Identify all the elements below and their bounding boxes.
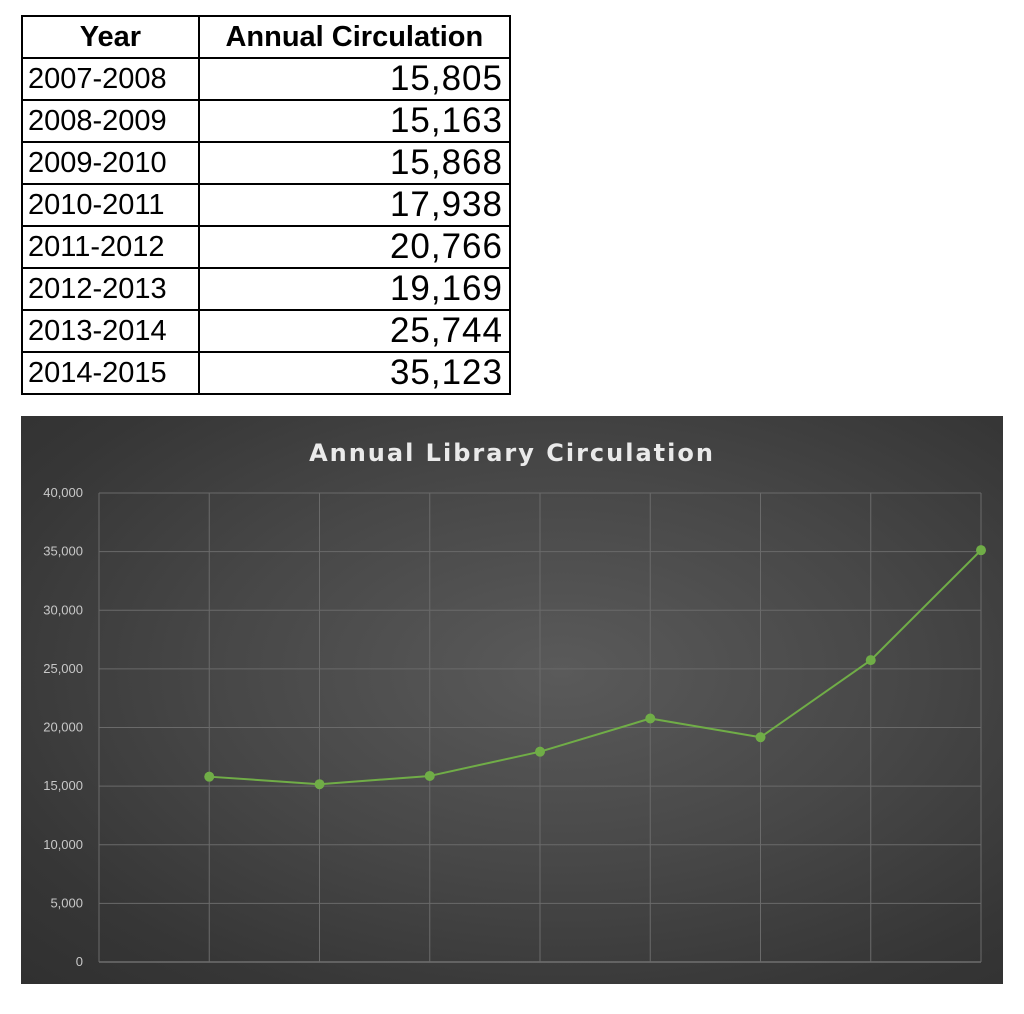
year-cell: 2011-2012 [21,225,200,269]
y-axis-tick-labels: 0 5,000 10,000 15,000 20,000 25,000 30,000 35,0… [43,485,83,969]
circulation-table: Year Annual Circulation 2007-2008 15,805… [21,15,512,395]
year-cell: 2013-2014 [21,309,200,353]
year-cell: 2008-2009 [21,99,200,143]
table-row: 2007-2008 15,805 [21,57,512,101]
y-tick-label: 15,000 [43,778,83,793]
y-tick-label: 0 [76,954,83,969]
gridlines [98,492,982,963]
table-row: 2011-2012 20,766 [21,225,512,269]
table-row: 2012-2013 19,169 [21,267,512,311]
series-line [209,549,982,786]
circulation-cell: 15,868 [197,141,512,185]
y-tick-label: 25,000 [43,661,83,676]
year-cell: 2014-2015 [21,351,200,395]
year-cell: 2012-2013 [21,267,200,311]
y-tick-label: 5,000 [50,895,83,910]
y-tick-label: 10,000 [43,837,83,852]
y-tick-label: 40,000 [43,485,83,500]
y-tick-label: 35,000 [43,544,83,559]
line-chart: Annual Library Circulation 0 5,000 10,000 1… [21,416,1003,984]
data-point [755,732,766,743]
data-point [645,713,656,724]
circulation-cell: 20,766 [197,225,512,269]
column-header-year: Year [21,15,200,59]
circulation-cell: 19,169 [197,267,512,311]
y-tick-label: 20,000 [43,720,83,735]
series-line-group [209,549,982,786]
chart-canvas: Annual Library Circulation 0 5,000 10,000 1… [43,439,986,969]
data-point [424,770,435,781]
table-row: 2008-2009 15,163 [21,99,512,143]
y-tick-label: 30,000 [43,602,83,617]
table-header-row: Year Annual Circulation [21,15,512,59]
circulation-cell: 15,163 [197,99,512,143]
data-point-markers [204,545,986,790]
table-row: 2010-2011 17,938 [21,183,512,227]
data-point [204,771,215,782]
table-row: 2014-2015 35,123 [21,351,512,395]
circulation-cell: 35,123 [197,351,512,395]
data-point [314,779,325,790]
column-header-annual-circulation: Annual Circulation [197,15,512,59]
data-point [535,746,545,757]
year-cell: 2009-2010 [21,141,200,185]
chart-title: Annual Library Circulation [309,439,715,467]
year-cell: 2010-2011 [21,183,200,227]
year-cell: 2007-2008 [21,57,200,101]
data-point [976,545,986,556]
table-row: 2009-2010 15,868 [21,141,512,185]
circulation-cell: 15,805 [197,57,512,101]
data-point [865,655,876,666]
circulation-cell: 25,744 [197,309,512,353]
circulation-cell: 17,938 [197,183,512,227]
table-row: 2013-2014 25,744 [21,309,512,353]
